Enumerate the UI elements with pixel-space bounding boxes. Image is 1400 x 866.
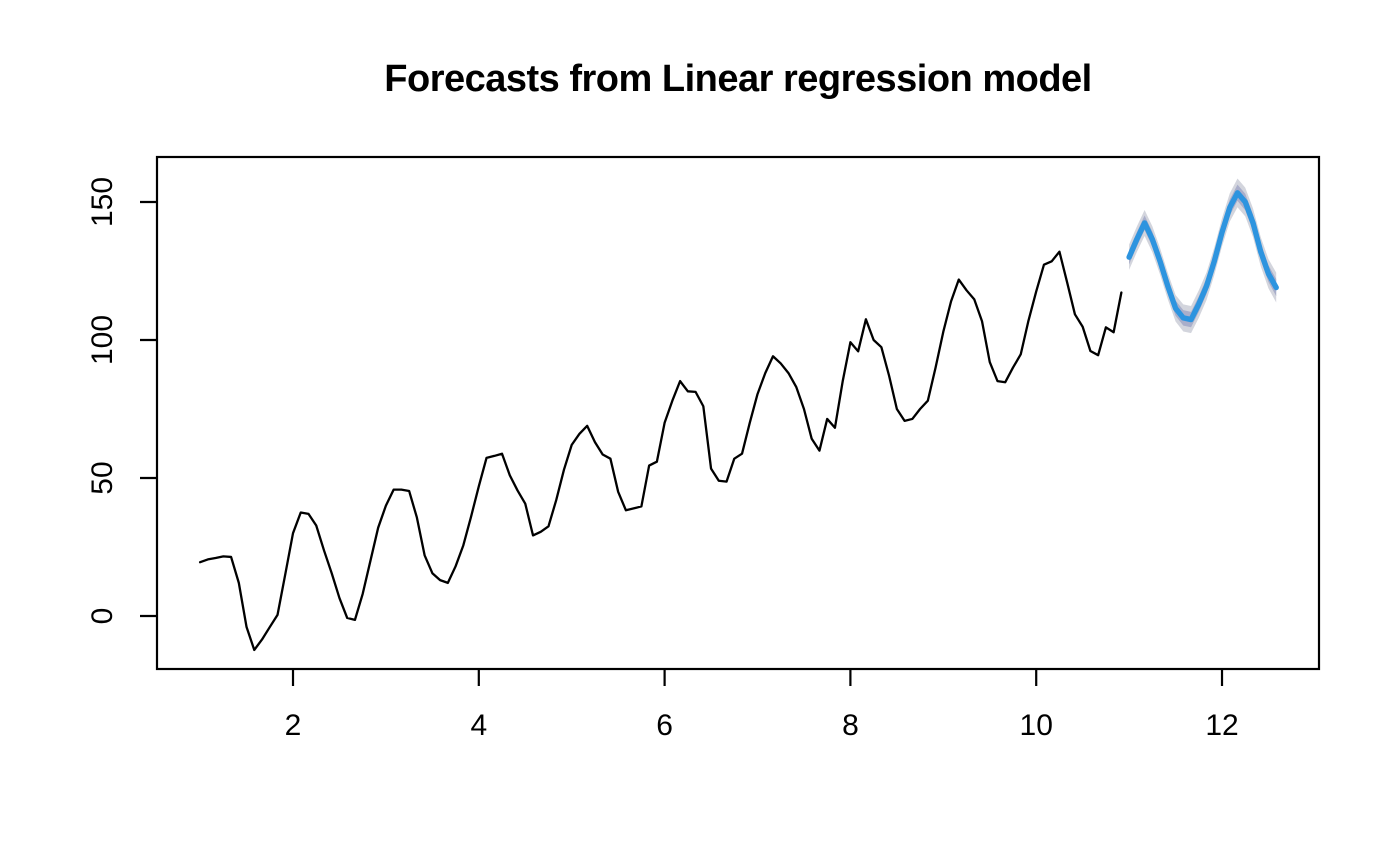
y-tick-label: 100: [86, 315, 119, 365]
x-tick-label: 10: [1020, 709, 1053, 742]
x-tick-label: 6: [656, 709, 673, 742]
interval-95-band: [1129, 178, 1277, 334]
observed-series-line: [198, 250, 1123, 652]
x-tick-label: 2: [285, 709, 302, 742]
y-tick-label: 150: [86, 177, 119, 227]
y-tick-label: 50: [86, 461, 119, 494]
x-tick-label: 4: [470, 709, 487, 742]
plot-border: [155, 155, 1321, 671]
y-tick-label: 0: [86, 608, 119, 625]
forecast-mean-line: [1126, 190, 1279, 323]
x-tick-label: 12: [1205, 709, 1238, 742]
x-tick-label: 8: [842, 709, 859, 742]
chart-title: Forecasts from Linear regression model: [384, 58, 1092, 100]
